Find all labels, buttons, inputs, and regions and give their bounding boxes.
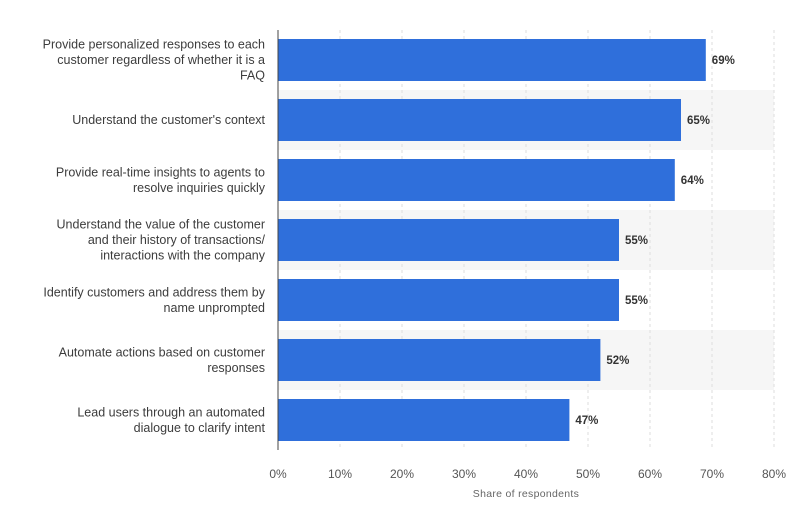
- category-label-line: responses: [207, 361, 265, 375]
- category-label-line: Identify customers and address them by: [43, 285, 265, 299]
- category-label: Understand the value of the customer and …: [57, 218, 266, 263]
- category-label-line: dialogue to clarify intent: [134, 421, 266, 435]
- category-label: Identify customers and address them by na…: [43, 285, 265, 315]
- x-tick-label: 10%: [328, 467, 352, 481]
- category-labels: Provide personalized responses to each cu…: [43, 38, 266, 435]
- x-tick-label: 50%: [576, 467, 600, 481]
- category-label-line: Lead users through an automated: [77, 405, 265, 419]
- category-label-line: Provide personalized responses to each: [43, 38, 265, 52]
- bars: [278, 39, 706, 441]
- data-label: 69%: [712, 55, 735, 67]
- value-labels: 69% 65% 64% 55% 55% 52% 47%: [575, 55, 734, 427]
- x-tick-label: 20%: [390, 467, 414, 481]
- category-label-line: Provide real-time insights to agents to: [56, 165, 265, 179]
- category-label: Provide personalized responses to each cu…: [43, 38, 266, 83]
- x-tick-label: 30%: [452, 467, 476, 481]
- bar: [278, 159, 675, 201]
- category-label-line: FAQ: [240, 69, 265, 83]
- data-label: 65%: [687, 115, 710, 127]
- bar: [278, 99, 681, 141]
- x-tick-label: 60%: [638, 467, 662, 481]
- category-label: Provide real-time insights to agents to r…: [56, 165, 266, 195]
- category-label: Understand the customer's context: [72, 113, 265, 127]
- data-label: 47%: [575, 415, 598, 427]
- data-label: 52%: [606, 355, 629, 367]
- category-label: Automate actions based on customer respon…: [59, 345, 265, 375]
- bar: [278, 399, 570, 441]
- x-axis-title: Share of respondents: [473, 488, 579, 500]
- x-tick-label: 80%: [762, 467, 786, 481]
- bar: [278, 339, 601, 381]
- x-tick-label: 0%: [269, 467, 287, 481]
- category-label-line: customer regardless of whether it is a: [57, 53, 265, 67]
- bar: [278, 39, 706, 81]
- bar: [278, 219, 619, 261]
- category-label-line: interactions with the company: [100, 249, 265, 263]
- category-label-line: resolve inquiries quickly: [133, 181, 266, 195]
- x-tick-label: 70%: [700, 467, 724, 481]
- x-tick-label: 40%: [514, 467, 538, 481]
- category-label-line: name unprompted: [164, 301, 266, 315]
- category-label-line: Automate actions based on customer: [59, 345, 265, 359]
- category-label: Lead users through an automated dialogue …: [77, 405, 265, 435]
- data-label: 64%: [681, 175, 704, 187]
- category-label-line: and their history of transactions/: [88, 233, 266, 247]
- x-tick-labels: 0% 10% 20% 30% 40% 50% 60% 70% 80%: [269, 467, 786, 481]
- data-label: 55%: [625, 295, 648, 307]
- category-label-line: Understand the value of the customer: [57, 218, 265, 232]
- category-label-line: Understand the customer's context: [72, 113, 265, 127]
- data-label: 55%: [625, 235, 648, 247]
- bar: [278, 279, 619, 321]
